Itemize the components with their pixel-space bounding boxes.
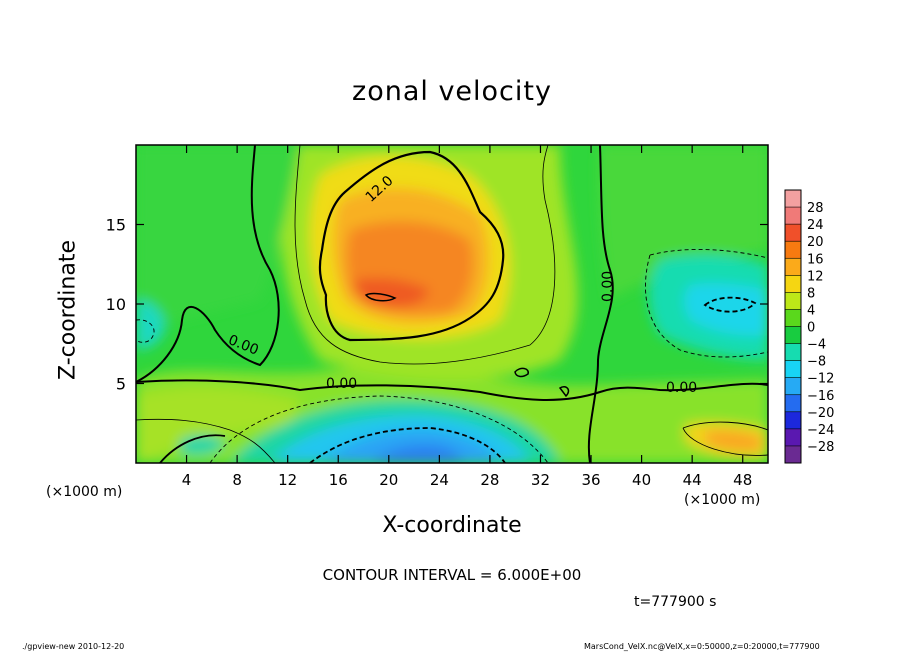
x-tick-label: 48 — [733, 471, 752, 489]
x-tick-label: 32 — [531, 471, 550, 489]
colorbar-label: 28 — [807, 201, 824, 216]
x-tick-label: 44 — [683, 471, 702, 489]
y-axis-label: Z-coordinate — [55, 240, 81, 380]
x-tick-label: 24 — [430, 471, 449, 489]
chart-title: zonal velocity — [352, 76, 552, 107]
colorbar-swatch — [785, 190, 801, 208]
colorbar-swatch — [785, 275, 801, 293]
footer-left: ./gpview-new 2010-12-20 — [22, 642, 125, 651]
colorbar-label: −12 — [807, 372, 834, 387]
colorbar-swatch — [785, 224, 801, 242]
x-tick-label: 8 — [232, 471, 242, 489]
time-text: t=777900 s — [634, 594, 717, 610]
contour-interval-text: CONTOUR INTERVAL = 6.000E+00 — [322, 566, 582, 584]
x-axis: 4 8 12 16 20 24 28 32 36 40 44 48 — [182, 145, 752, 489]
y-tick-label: 10 — [106, 295, 126, 314]
footer-right: MarsCond_VelX.nc@VelX,x=0:50000,z=0:2000… — [584, 642, 820, 651]
colorbar-label: 8 — [807, 286, 815, 301]
colorbar-swatch — [785, 394, 801, 413]
colorbar-swatch — [785, 428, 801, 447]
colorbar-label: 20 — [807, 235, 824, 250]
colorbar-label: −8 — [807, 355, 826, 370]
contour-label: 0.00 — [326, 376, 357, 392]
x-tick-label: 20 — [379, 471, 398, 489]
x-tick-label: 36 — [581, 471, 600, 489]
colorbar-label: 4 — [807, 303, 815, 318]
y-tick-label: 15 — [106, 216, 126, 235]
colorbar-swatch — [785, 241, 801, 259]
colorbar: 28 24 20 16 12 8 4 0 −4 −8 −12 −16 −20 −24 −28 — [784, 189, 834, 464]
colorbar-label: −20 — [807, 406, 834, 421]
y-unit-label: (×1000 m) — [46, 484, 123, 500]
x-tick-label: 12 — [278, 471, 297, 489]
colorbar-swatch — [785, 360, 801, 379]
x-tick-label: 4 — [182, 471, 192, 489]
colorbar-swatch — [785, 309, 801, 327]
colorbar-label: −24 — [807, 423, 834, 438]
x-unit-label: (×1000 m) — [684, 492, 761, 508]
colorbar-label: 12 — [807, 269, 824, 284]
contour-label: 0.00 — [600, 271, 616, 302]
colorbar-swatch — [785, 207, 801, 225]
colorbar-swatch — [785, 411, 801, 430]
y-tick-label: 5 — [116, 375, 126, 394]
colorbar-swatch — [785, 377, 801, 396]
colorbar-label: −16 — [807, 389, 834, 404]
colorbar-swatch — [785, 445, 801, 464]
colorbar-swatch — [785, 258, 801, 276]
colorbar-label: −4 — [807, 338, 826, 353]
x-axis-label: X-coordinate — [382, 513, 522, 538]
colorbar-label: −28 — [807, 440, 834, 455]
colorbar-label: 0 — [807, 321, 815, 336]
colorbar-swatch — [785, 326, 801, 345]
y-axis: 5 10 15 — [106, 216, 768, 394]
colorbar-swatch — [785, 343, 801, 362]
x-tick-label: 16 — [329, 471, 348, 489]
contour-lines — [136, 145, 768, 463]
x-tick-label: 40 — [632, 471, 651, 489]
contour-label: 0.00 — [666, 380, 697, 396]
colorbar-swatch — [785, 292, 801, 310]
x-tick-label: 28 — [480, 471, 499, 489]
colorbar-label: 24 — [807, 218, 824, 233]
colorbar-label: 16 — [807, 252, 824, 267]
heatmap-field: 12.0 0.00 0.00 0.00 0.00 — [136, 145, 768, 463]
